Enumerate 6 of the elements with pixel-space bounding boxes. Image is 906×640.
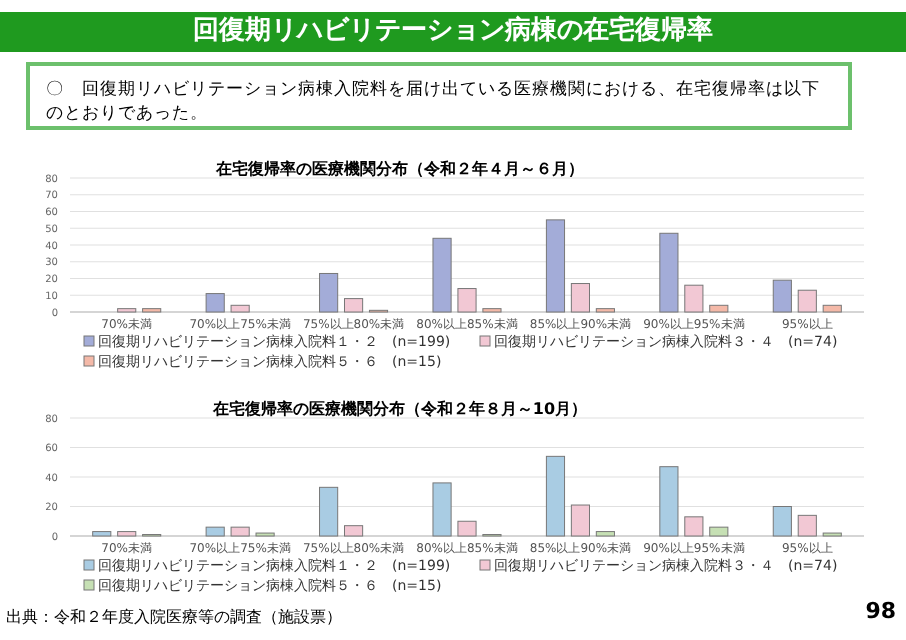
text: 98: [865, 598, 896, 624]
text: 〇 回復期リハビリテーション病棟入院料を届け出ている医療機関における、在宅復帰率は以下のとおりであった。: [26, 62, 852, 130]
chart-title: 在宅復帰率の医療機関分布（令和２年４月～６月）: [214, 158, 584, 178]
text: 回復期リハビリテーション病棟の在宅復帰率: [0, 12, 906, 52]
source-note: 出典：令和２年度入院医療等の調査（施設票）: [6, 606, 342, 628]
chart-title: 在宅復帰率の医療機関分布（令和２年８月～10月）: [210, 398, 588, 418]
